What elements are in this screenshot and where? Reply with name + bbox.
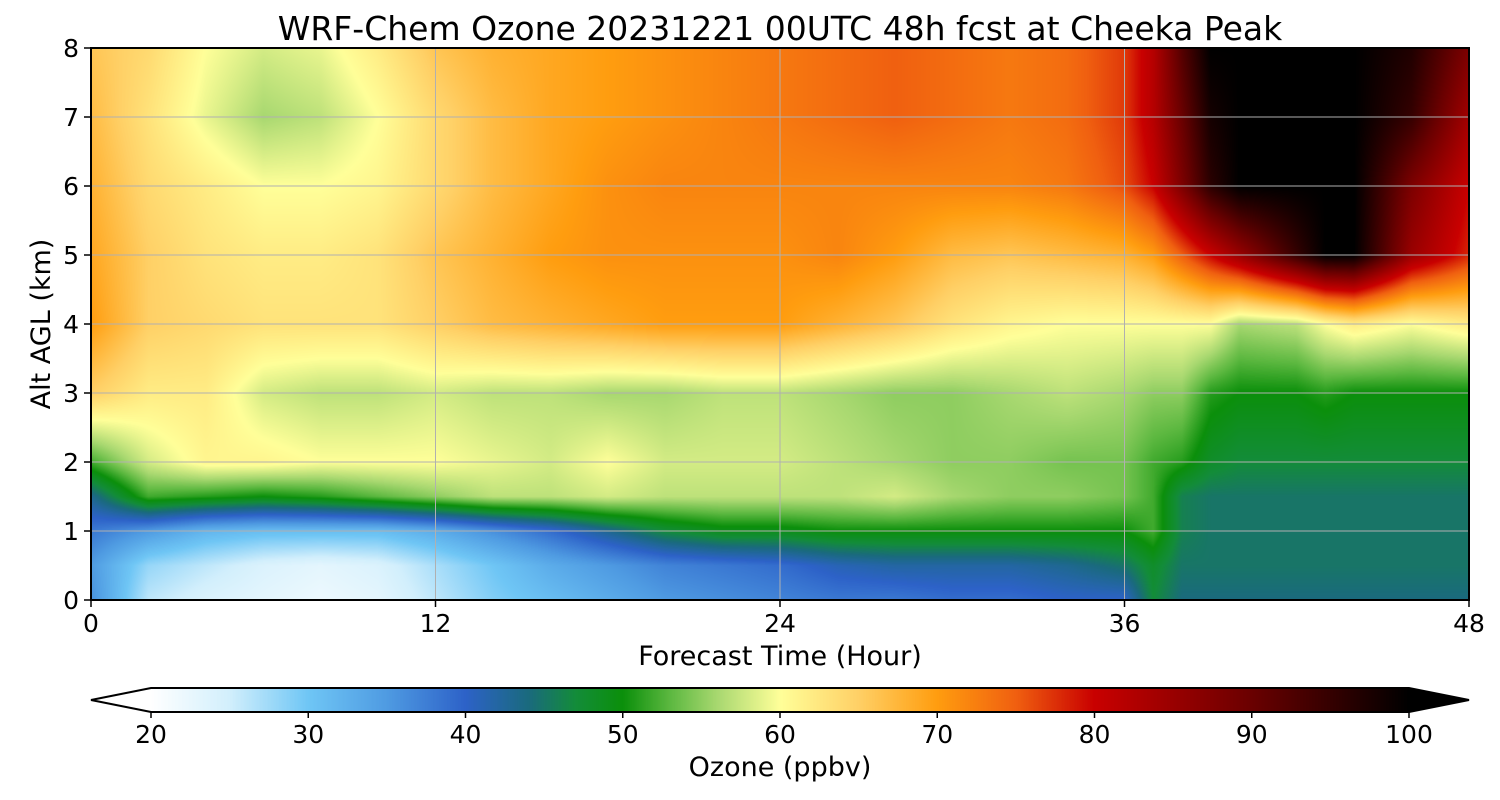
x-tick-label: 12 [420,609,452,638]
colorbar-tick-label: 40 [450,720,482,749]
colorbar-extend-max [1409,688,1469,712]
y-tick-label: 7 [63,103,79,132]
x-tick-label: 24 [764,609,796,638]
y-axis-ticks: 0 1 2 3 4 5 6 7 8 [63,34,91,615]
y-axis-label: Alt AGL (km) [26,239,57,410]
y-tick-label: 6 [63,172,79,201]
x-axis-ticks: 0 12 24 36 48 [83,600,1485,638]
colorbar-extend-min [91,688,151,712]
colorbar-canvas [151,688,1409,712]
colorbar-tick-label: 100 [1385,720,1433,749]
y-tick-label: 5 [63,241,79,270]
colorbar-tick-label: 20 [135,720,167,749]
chart-title: WRF-Chem Ozone 20231221 00UTC 48h fcst a… [278,9,1283,48]
y-tick-label: 1 [63,517,79,546]
colorbar-tick-label: 30 [292,720,324,749]
y-tick-label: 8 [63,34,79,63]
y-tick-label: 4 [63,310,79,339]
y-tick-label: 3 [63,379,79,408]
colorbar-tick-label: 60 [764,720,796,749]
x-tick-label: 0 [83,609,99,638]
colorbar-tick-label: 80 [1079,720,1111,749]
colorbar-tick-label: 70 [921,720,953,749]
x-tick-label: 48 [1453,609,1485,638]
colorbar-tick-label: 90 [1236,720,1268,749]
colorbar-label: Ozone (ppbv) [689,752,872,783]
colorbar-ticks: 20 30 40 50 60 70 80 90 100 [135,712,1433,749]
y-tick-label: 2 [63,448,79,477]
y-tick-label: 0 [63,586,79,615]
x-tick-label: 36 [1109,609,1141,638]
grid-lines [91,48,1469,600]
x-axis-label: Forecast Time (Hour) [638,641,922,672]
colorbar-tick-label: 50 [607,720,639,749]
